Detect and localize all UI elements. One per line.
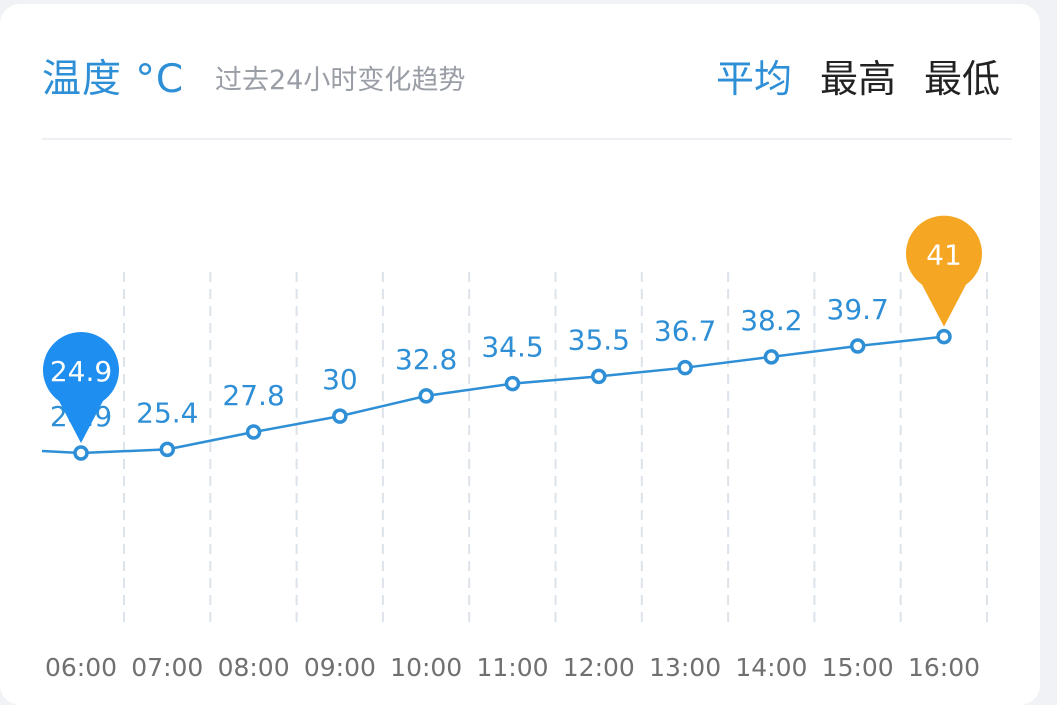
data-point: [677, 359, 693, 376]
x-tick-label: 09:00: [304, 653, 376, 682]
data-label: 35.5: [568, 323, 630, 356]
max-marker-shape: [905, 215, 983, 327]
series-line: [41, 335, 945, 455]
x-tick-label: 12:00: [563, 653, 635, 682]
data-label: 39.7: [827, 293, 889, 326]
metric-tabs: 平均 最高 最低: [716, 48, 1000, 103]
x-tick-label: 10:00: [390, 653, 462, 682]
data-point: [763, 349, 780, 365]
chart-title: 温度 °C: [42, 57, 185, 102]
tab-average[interactable]: 平均: [715, 57, 792, 101]
data-label: 38.2: [740, 304, 802, 337]
grid-lines: [123, 272, 988, 628]
tab-min[interactable]: 最低: [923, 57, 1000, 101]
data-point: [936, 328, 952, 345]
x-tick-label: 15:00: [822, 653, 894, 682]
max-marker-label: 41: [926, 239, 962, 272]
tab-max[interactable]: 最高: [819, 57, 896, 101]
data-label: 25.4: [136, 396, 198, 429]
x-tick-label: 16:00: [908, 653, 980, 682]
data-point: [159, 441, 176, 458]
data-label: 27.8: [222, 379, 284, 412]
max-marker: 41: [905, 215, 983, 327]
card-header: 温度 °C 过去24小时变化趋势 平均 最高 最低: [0, 4, 1040, 139]
min-marker: 24.9: [42, 332, 119, 443]
temperature-card: 温度 °C 过去24小时变化趋势 平均 最高 最低: [0, 4, 1040, 705]
min-marker-shape: [42, 332, 119, 443]
data-point: [504, 375, 521, 392]
chart-subtitle: 过去24小时变化趋势: [215, 65, 466, 96]
x-tick-label: 13:00: [649, 653, 721, 682]
data-point: [73, 445, 89, 461]
data-label: 32.8: [395, 343, 457, 376]
data-label: 30: [322, 363, 358, 396]
x-tick-label: 08:00: [218, 653, 290, 682]
data-point: [591, 368, 607, 385]
min-marker-label: 24.9: [50, 355, 112, 388]
data-point: [332, 408, 348, 424]
x-tick-label: 14:00: [735, 653, 807, 682]
x-tick-label: 11:00: [476, 653, 548, 682]
data-label: 36.7: [654, 315, 716, 348]
data-point: [245, 424, 262, 440]
header-divider: [42, 138, 1012, 140]
data-point: [849, 338, 866, 354]
x-tick-label: 06:00: [45, 653, 117, 682]
x-tick-label: 07:00: [131, 653, 203, 682]
data-label: 34.5: [481, 331, 543, 364]
data-point: [418, 388, 434, 404]
